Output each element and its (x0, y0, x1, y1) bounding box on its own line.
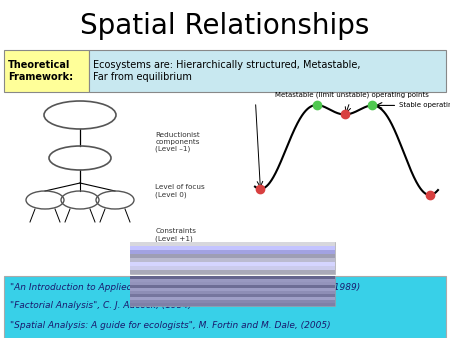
Bar (130, 250, 335, 254)
Text: "An Introduction to Applied Geostatistics", E. Isaaks and R. Srivaslava, (1989): "An Introduction to Applied Geostatistic… (10, 284, 360, 292)
Bar (4, 50, 89, 92)
Text: Level of focus
(Level 0): Level of focus (Level 0) (155, 184, 205, 198)
Text: Theoretical
Framework:: Theoretical Framework: (8, 60, 73, 82)
Bar (130, 285, 335, 288)
Text: Spatial Relationships: Spatial Relationships (80, 12, 370, 40)
Bar (130, 300, 335, 303)
Bar (130, 254, 335, 258)
Bar (130, 276, 335, 279)
Bar (130, 297, 335, 300)
Bar (130, 266, 335, 270)
Text: Ecosystems are: Hierarchically structured, Metastable,
Far from equilibrium: Ecosystems are: Hierarchically structure… (93, 60, 360, 82)
Bar (130, 282, 335, 285)
Bar (130, 279, 335, 282)
Bar (130, 288, 335, 291)
Bar (130, 303, 335, 306)
Text: "Factorial Analysis", C. J. Adcock, (1954): "Factorial Analysis", C. J. Adcock, (195… (10, 301, 192, 311)
Bar (130, 242, 335, 274)
Text: Stable operating points: Stable operating points (399, 102, 450, 108)
Text: Constraints
(Level +1): Constraints (Level +1) (155, 228, 196, 242)
Bar (130, 246, 335, 250)
Bar (130, 291, 335, 294)
Bar (130, 242, 335, 246)
Bar (89, 50, 446, 92)
Text: Reductionist
components
(Level –1): Reductionist components (Level –1) (155, 132, 200, 152)
Text: "Spatial Analysis: A guide for ecologists", M. Fortin and M. Dale, (2005): "Spatial Analysis: A guide for ecologist… (10, 320, 331, 330)
Bar (130, 262, 335, 266)
Bar (130, 276, 335, 306)
Bar (130, 258, 335, 262)
Bar (4, 276, 446, 338)
Text: Metastable (limit unstable) operating points: Metastable (limit unstable) operating po… (274, 92, 428, 98)
Bar (130, 270, 335, 274)
Bar (130, 294, 335, 297)
